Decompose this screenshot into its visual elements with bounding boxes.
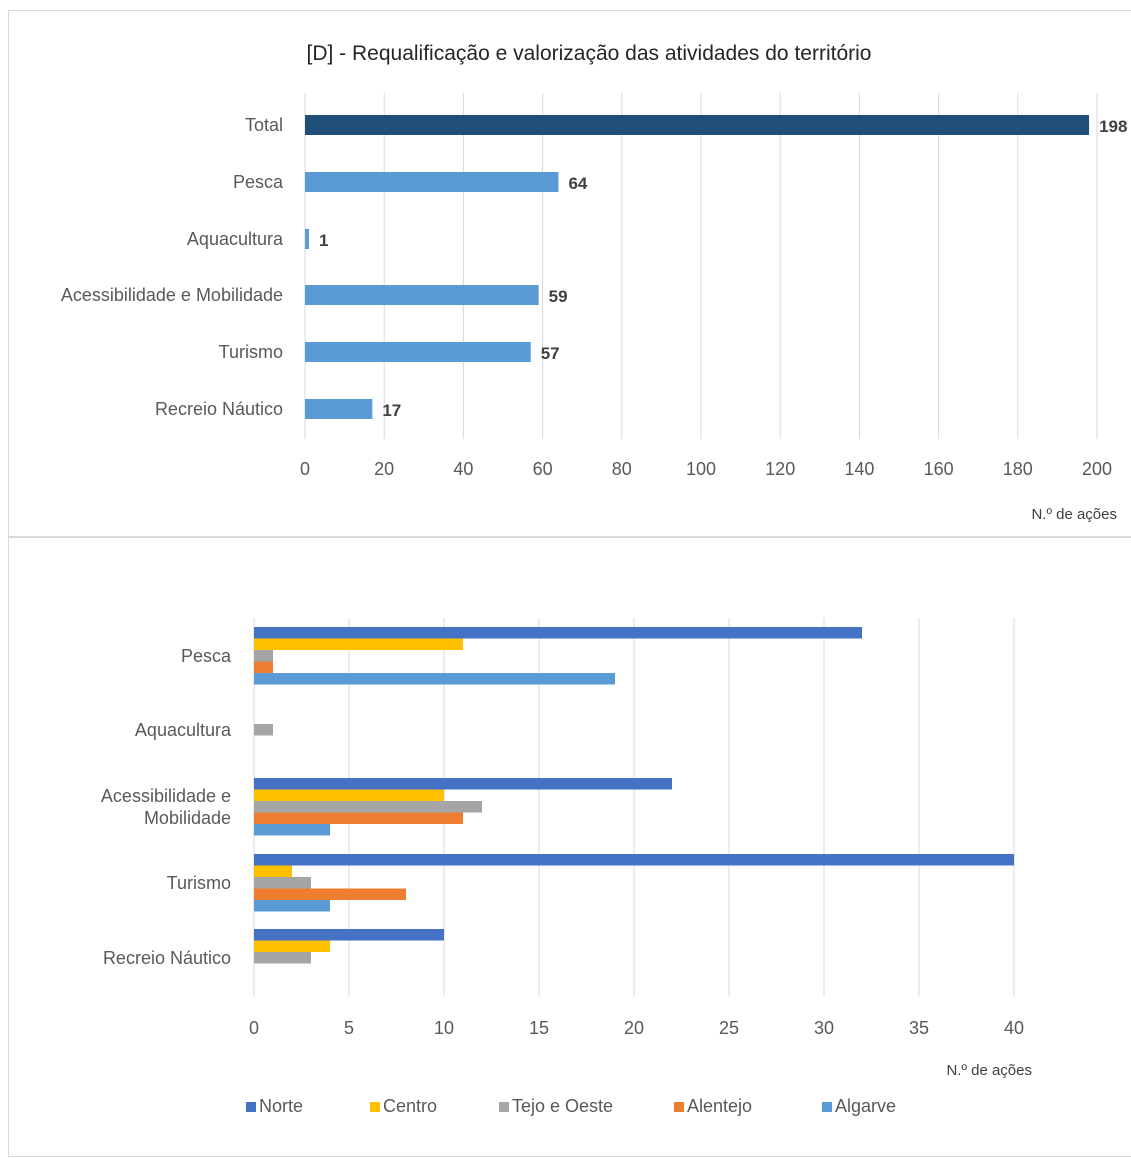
- x-tick-label: 100: [686, 459, 716, 479]
- x-tick-label: 200: [1082, 459, 1112, 479]
- data-label-aquacultura: 1: [319, 231, 328, 250]
- bar-turismo: [305, 342, 531, 362]
- bar-pesca-alentejo: [254, 661, 273, 673]
- x-tick-label: 5: [344, 1018, 354, 1038]
- bar-acessibilidade-e-mobilidade-alentejo: [254, 812, 463, 824]
- bar-pesca-tejo-e-oeste: [254, 650, 273, 662]
- category-label-aquacultura: Aquacultura: [135, 720, 232, 740]
- bar-aquacultura: [305, 229, 309, 249]
- category-label-pesca: Pesca: [233, 172, 284, 192]
- legend-swatch-norte: [246, 1102, 256, 1112]
- x-tick-label: 0: [249, 1018, 259, 1038]
- legend-item-tejo-e-oeste: Tejo e Oeste: [499, 1096, 613, 1116]
- bar-recreio-nautico-norte: [254, 929, 444, 941]
- legend-swatch-alentejo: [674, 1102, 684, 1112]
- chart-title: [D] - Requalificação e valorização das a…: [307, 42, 872, 65]
- x-tick-label: 160: [924, 459, 954, 479]
- bar-recreio-nautico: [305, 399, 373, 419]
- data-label-pesca: 64: [568, 174, 587, 193]
- bar-acessibilidade-e-mobilidade: [305, 285, 539, 305]
- chart-panel-actions-by-region: Pesca Aquacultura Acessibilidade e Mobilida…: [8, 537, 1131, 1157]
- legend: Norte Centro Tejo e Oeste Alentejo Algarve: [246, 1096, 896, 1116]
- category-label-acessibilidade-e-mobilidade: Acessibilidade e Mobilidade: [101, 786, 231, 828]
- bar-turismo-algarve: [254, 900, 330, 912]
- x-axis-label: N.º de ações: [946, 1062, 1032, 1079]
- category-label-acessibilidade-e-mobilidade: Acessibilidade e Mobilidade: [61, 285, 283, 305]
- data-label-total: 198: [1099, 117, 1127, 136]
- bar-pesca: [305, 172, 559, 192]
- bar-aquacultura-tejo-e-oeste: [254, 724, 273, 736]
- legend-label-tejo-e-oeste: Tejo e Oeste: [512, 1096, 613, 1116]
- x-tick-label: 60: [533, 459, 553, 479]
- legend-label-alentejo: Alentejo: [687, 1096, 752, 1116]
- category-label-pesca: Pesca: [181, 646, 232, 666]
- legend-label-centro: Centro: [383, 1096, 437, 1116]
- x-tick-label: 35: [909, 1018, 929, 1038]
- category-labels: Total Pesca Aquacultura Acessibilidade e Mo…: [61, 115, 284, 419]
- bar-pesca-centro: [254, 638, 463, 650]
- category-label-total: Total: [245, 115, 283, 135]
- x-tick-label: 180: [1003, 459, 1033, 479]
- legend-swatch-centro: [370, 1102, 380, 1112]
- x-tick-label: 40: [453, 459, 473, 479]
- x-tick-label: 0: [300, 459, 310, 479]
- x-tick-label: 15: [529, 1018, 549, 1038]
- gridlines: [304, 93, 1098, 439]
- x-tick-label: 80: [612, 459, 632, 479]
- x-tick-label: 25: [719, 1018, 739, 1038]
- data-label-recreio-nautico: 17: [382, 401, 401, 420]
- legend-label-norte: Norte: [259, 1096, 303, 1116]
- data-labels: 198 64 1 59 57 17: [319, 117, 1127, 420]
- x-tick-label: 30: [814, 1018, 834, 1038]
- legend-item-norte: Norte: [246, 1096, 303, 1116]
- bars: [254, 627, 1014, 964]
- x-tick-label: 20: [624, 1018, 644, 1038]
- category-label-turismo: Turismo: [219, 342, 283, 362]
- legend-item-centro: Centro: [370, 1096, 437, 1116]
- x-axis-label: N.º de ações: [1031, 506, 1117, 523]
- x-tick-labels: 0 5 10 15 20 25 30 35 40: [249, 1018, 1024, 1038]
- bar-turismo-centro: [254, 865, 292, 877]
- data-label-acessibilidade-e-mobilidade: 59: [549, 287, 568, 306]
- bar-total: [305, 115, 1090, 135]
- bar-turismo-tejo-e-oeste: [254, 877, 311, 889]
- bars: [305, 115, 1090, 419]
- bar-turismo-alentejo: [254, 888, 406, 900]
- bar-chart-actions-by-region: Pesca Aquacultura Acessibilidade e Mobilida…: [101, 618, 1032, 1116]
- bar-acessibilidade-e-mobilidade-norte: [254, 778, 672, 790]
- x-tick-labels: 0 20 40 60 80 100 120 140 160 180 200: [300, 459, 1112, 479]
- x-tick-label: 10: [434, 1018, 454, 1038]
- bar-acessibilidade-e-mobilidade-centro: [254, 789, 444, 801]
- bar-recreio-nautico-centro: [254, 940, 330, 952]
- legend-item-algarve: Algarve: [822, 1096, 896, 1116]
- bar-turismo-norte: [254, 854, 1014, 866]
- x-tick-label: 120: [765, 459, 795, 479]
- legend-swatch-algarve: [822, 1102, 832, 1112]
- bar-acessibilidade-e-mobilidade-tejo-e-oeste: [254, 801, 482, 813]
- bar-acessibilidade-e-mobilidade-algarve: [254, 824, 330, 836]
- category-label-aquacultura: Aquacultura: [187, 229, 284, 249]
- bar-pesca-algarve: [254, 673, 615, 685]
- x-tick-label: 20: [374, 459, 394, 479]
- bar-chart-actions-by-activity: [D] - Requalificação e valorização das a…: [61, 42, 1128, 523]
- legend-item-alentejo: Alentejo: [674, 1096, 752, 1116]
- bar-pesca-norte: [254, 627, 862, 639]
- legend-swatch-tejo-e-oeste: [499, 1102, 509, 1112]
- data-label-turismo: 57: [541, 344, 560, 363]
- category-label-recreio-nautico: Recreio Náutico: [103, 948, 231, 968]
- category-labels: Pesca Aquacultura Acessibilidade e Mobilida…: [101, 646, 232, 968]
- bar-recreio-nautico-tejo-e-oeste: [254, 952, 311, 964]
- chart-panel-actions-total: [D] - Requalificação e valorização das a…: [8, 10, 1131, 537]
- category-label-turismo: Turismo: [167, 873, 231, 893]
- x-tick-label: 40: [1004, 1018, 1024, 1038]
- legend-label-algarve: Algarve: [835, 1096, 896, 1116]
- x-tick-label: 140: [844, 459, 874, 479]
- category-label-recreio-nautico: Recreio Náutico: [155, 399, 283, 419]
